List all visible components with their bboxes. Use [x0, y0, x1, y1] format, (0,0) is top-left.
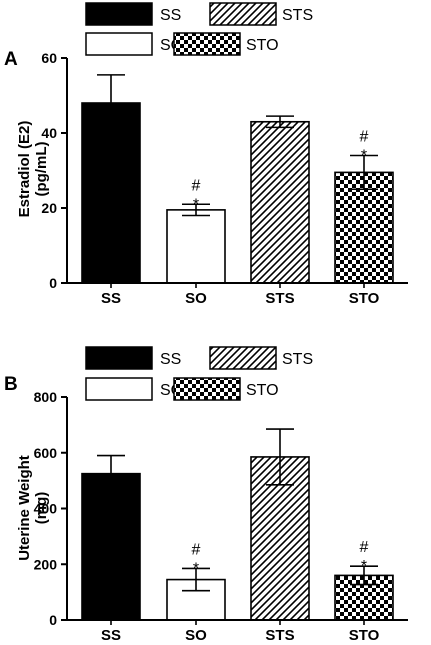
x-tick-label-a-sts: STS: [265, 290, 294, 307]
significance-mark-a-sto-hash: #: [360, 129, 369, 146]
bar-a-sto: [334, 171, 394, 284]
significance-mark-b-so-star: *: [193, 560, 199, 577]
y-tick-label-b-800: 800: [34, 389, 58, 405]
significance-mark-b-sto-star: *: [361, 558, 367, 575]
y-tick-label-a-0: 0: [49, 275, 57, 291]
legend-label-sts-b: STS: [282, 351, 313, 368]
legend-swatch-sts-b: [209, 346, 277, 370]
legend-swatch-sto: [173, 32, 241, 56]
error-bar-a-ss: [97, 74, 125, 132]
panel-a: A SS STS SO STO Estradiol (E2) (pg/mL) S…: [4, 2, 408, 307]
y-axis-label-b-line-2: (mg): [33, 492, 50, 525]
significance-mark-a-so-hash: #: [192, 177, 201, 194]
bar-a-sts: [250, 120, 310, 284]
error-bar-a-sto: [350, 154, 378, 191]
legend-swatch-ss: [85, 2, 153, 26]
panel-b: B SS STS SO STO Uterine Weight (mg) SS SO…: [4, 346, 408, 644]
plot-area-a: SS SO STS STO # * # * 0 20 40 60: [41, 50, 408, 307]
error-bar-b-sts: [266, 428, 294, 486]
x-tick-label-b-so: SO: [185, 627, 207, 644]
error-bar-b-so: [182, 567, 210, 592]
error-bar-b-sto: [350, 565, 378, 586]
significance-mark-b-sto-hash: #: [360, 539, 369, 556]
significance-mark-a-sto-star: *: [361, 148, 367, 165]
legend-swatch-sts: [209, 2, 277, 26]
plot-area-b: SS SO STS STO # * # * 0 200 400 600 800: [34, 389, 408, 644]
y-axis-label-a-line-1: Estradiol (E2): [16, 121, 33, 218]
significance-mark-a-so-star: *: [193, 196, 199, 213]
legend-label-ss-b: SS: [160, 351, 181, 368]
y-tick-label-b-400: 400: [34, 501, 58, 517]
bar-a-so: [166, 209, 226, 284]
x-tick-label-b-ss: SS: [101, 627, 121, 644]
y-tick-label-b-0: 0: [49, 612, 57, 628]
error-bar-a-so: [182, 203, 210, 217]
legend-swatch-ss-b: [85, 346, 153, 370]
error-bar-a-sts: [266, 115, 294, 129]
panel-label-b: B: [4, 374, 18, 395]
legend-a: SS STS SO STO: [85, 2, 313, 56]
y-axis-label-b: Uterine Weight (mg): [16, 455, 50, 561]
error-bar-b-ss: [97, 454, 125, 493]
x-tick-label-b-sts: STS: [265, 627, 294, 644]
legend-swatch-so: [85, 32, 153, 56]
legend-swatch-so-b: [85, 377, 153, 401]
x-tick-label-a-ss: SS: [101, 290, 121, 307]
legend-label-sto: STO: [246, 37, 279, 54]
y-tick-label-a-40: 40: [41, 125, 57, 141]
y-tick-label-b-200: 200: [34, 556, 58, 572]
legend-label-ss: SS: [160, 7, 181, 24]
y-axis-label-a: Estradiol (E2) (pg/mL): [16, 121, 50, 218]
y-tick-label-b-600: 600: [34, 445, 58, 461]
panel-label-a: A: [4, 49, 18, 70]
legend-swatch-sto-b: [173, 377, 241, 401]
y-axis-label-b-line-1: Uterine Weight: [16, 455, 33, 561]
bar-a-ss: [81, 102, 141, 284]
y-axis-label-a-line-2: (pg/mL): [33, 142, 50, 197]
y-tick-label-a-60: 60: [41, 50, 57, 66]
x-tick-label-b-sto: STO: [349, 627, 380, 644]
bar-b-ss: [81, 472, 141, 621]
legend-b: SS STS SO STO: [85, 346, 313, 401]
significance-mark-b-so-hash: #: [192, 541, 201, 558]
legend-label-sto-b: STO: [246, 382, 279, 399]
x-tick-label-a-sto: STO: [349, 290, 380, 307]
x-tick-label-a-so: SO: [185, 290, 207, 307]
legend-label-sts: STS: [282, 7, 313, 24]
y-tick-label-a-20: 20: [41, 200, 57, 216]
